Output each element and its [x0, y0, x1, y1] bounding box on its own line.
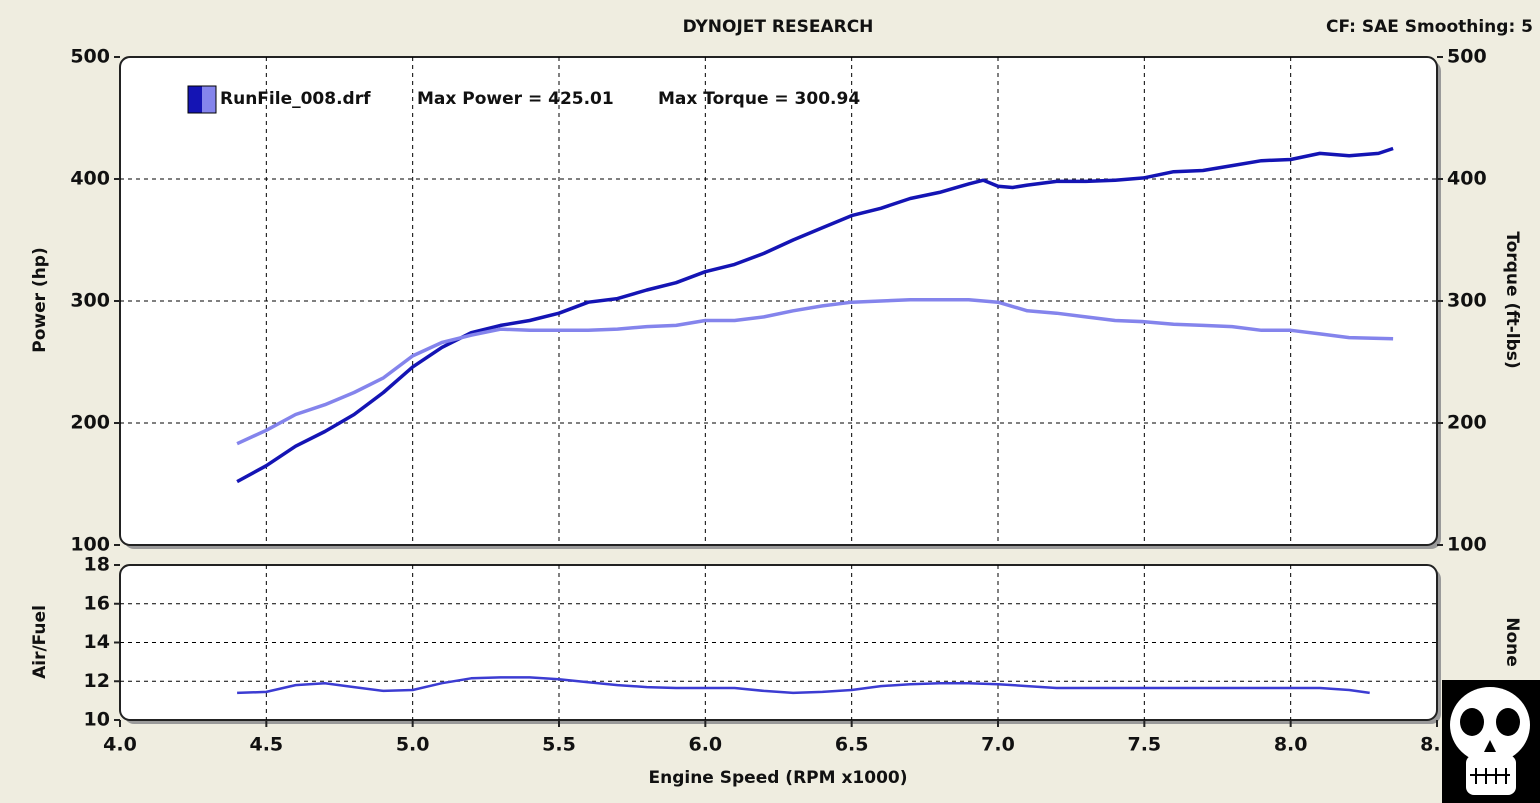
- x-tick-label: 5.0: [396, 734, 430, 756]
- dyno-chart: 100 200 300 400 500 100 200 300 400 500 10 12 14 16 18…: [0, 0, 1540, 803]
- y-tick-label: 200: [70, 412, 110, 434]
- x-tick-label: 7.5: [1127, 734, 1161, 756]
- x-tick-label: 7.0: [981, 734, 1015, 756]
- y-tick-label: 18: [84, 554, 110, 576]
- page: 100 200 300 400 500 100 200 300 400 500 10 12 14 16 18…: [0, 0, 1540, 803]
- y2-tick-label: 400: [1447, 168, 1487, 190]
- logo-eye: [1496, 708, 1520, 736]
- skull-logo: [1442, 680, 1540, 803]
- y-tick-label: 500: [70, 46, 110, 68]
- x-tick-label: 4.0: [103, 734, 137, 756]
- chart-title: DYNOJET RESEARCH: [683, 17, 874, 37]
- x-axis-label: Engine Speed (RPM x1000): [648, 768, 907, 788]
- y-tick-label: 400: [70, 168, 110, 190]
- annotation: Max Power = 425.01: [417, 89, 614, 109]
- y2-axis-label: None: [1502, 617, 1522, 667]
- legend-swatch: [188, 86, 202, 113]
- y-tick-label: 16: [84, 592, 110, 614]
- y-tick-label: 100: [70, 534, 110, 556]
- y-tick-label: 12: [84, 670, 110, 692]
- x-tick-label: 5.5: [542, 734, 576, 756]
- x-tick-label: 6.0: [688, 734, 722, 756]
- settings-text: CF: SAE Smoothing: 5: [1326, 17, 1533, 37]
- legend-swatch: [202, 86, 216, 113]
- y-axis-label: Power (hp): [30, 247, 50, 353]
- y-tick-label: 300: [70, 290, 110, 312]
- annotation: Max Torque = 300.94: [658, 89, 860, 109]
- x-tick-label: 8.0: [1274, 734, 1308, 756]
- y-tick-label: 14: [84, 631, 110, 653]
- y-tick-label: 10: [84, 709, 110, 731]
- y-axis-label: Air/Fuel: [30, 605, 50, 679]
- x-tick-label: 6.5: [835, 734, 869, 756]
- y2-axis-label: Torque (ft-lbs): [1502, 231, 1522, 368]
- x-tick-label: 4.5: [249, 734, 283, 756]
- y2-tick-label: 500: [1447, 46, 1487, 68]
- y2-tick-label: 100: [1447, 534, 1487, 556]
- y2-tick-label: 300: [1447, 290, 1487, 312]
- y2-tick-label: 200: [1447, 412, 1487, 434]
- logo-eye: [1460, 708, 1484, 736]
- legend-label: RunFile_008.drf: [220, 89, 371, 109]
